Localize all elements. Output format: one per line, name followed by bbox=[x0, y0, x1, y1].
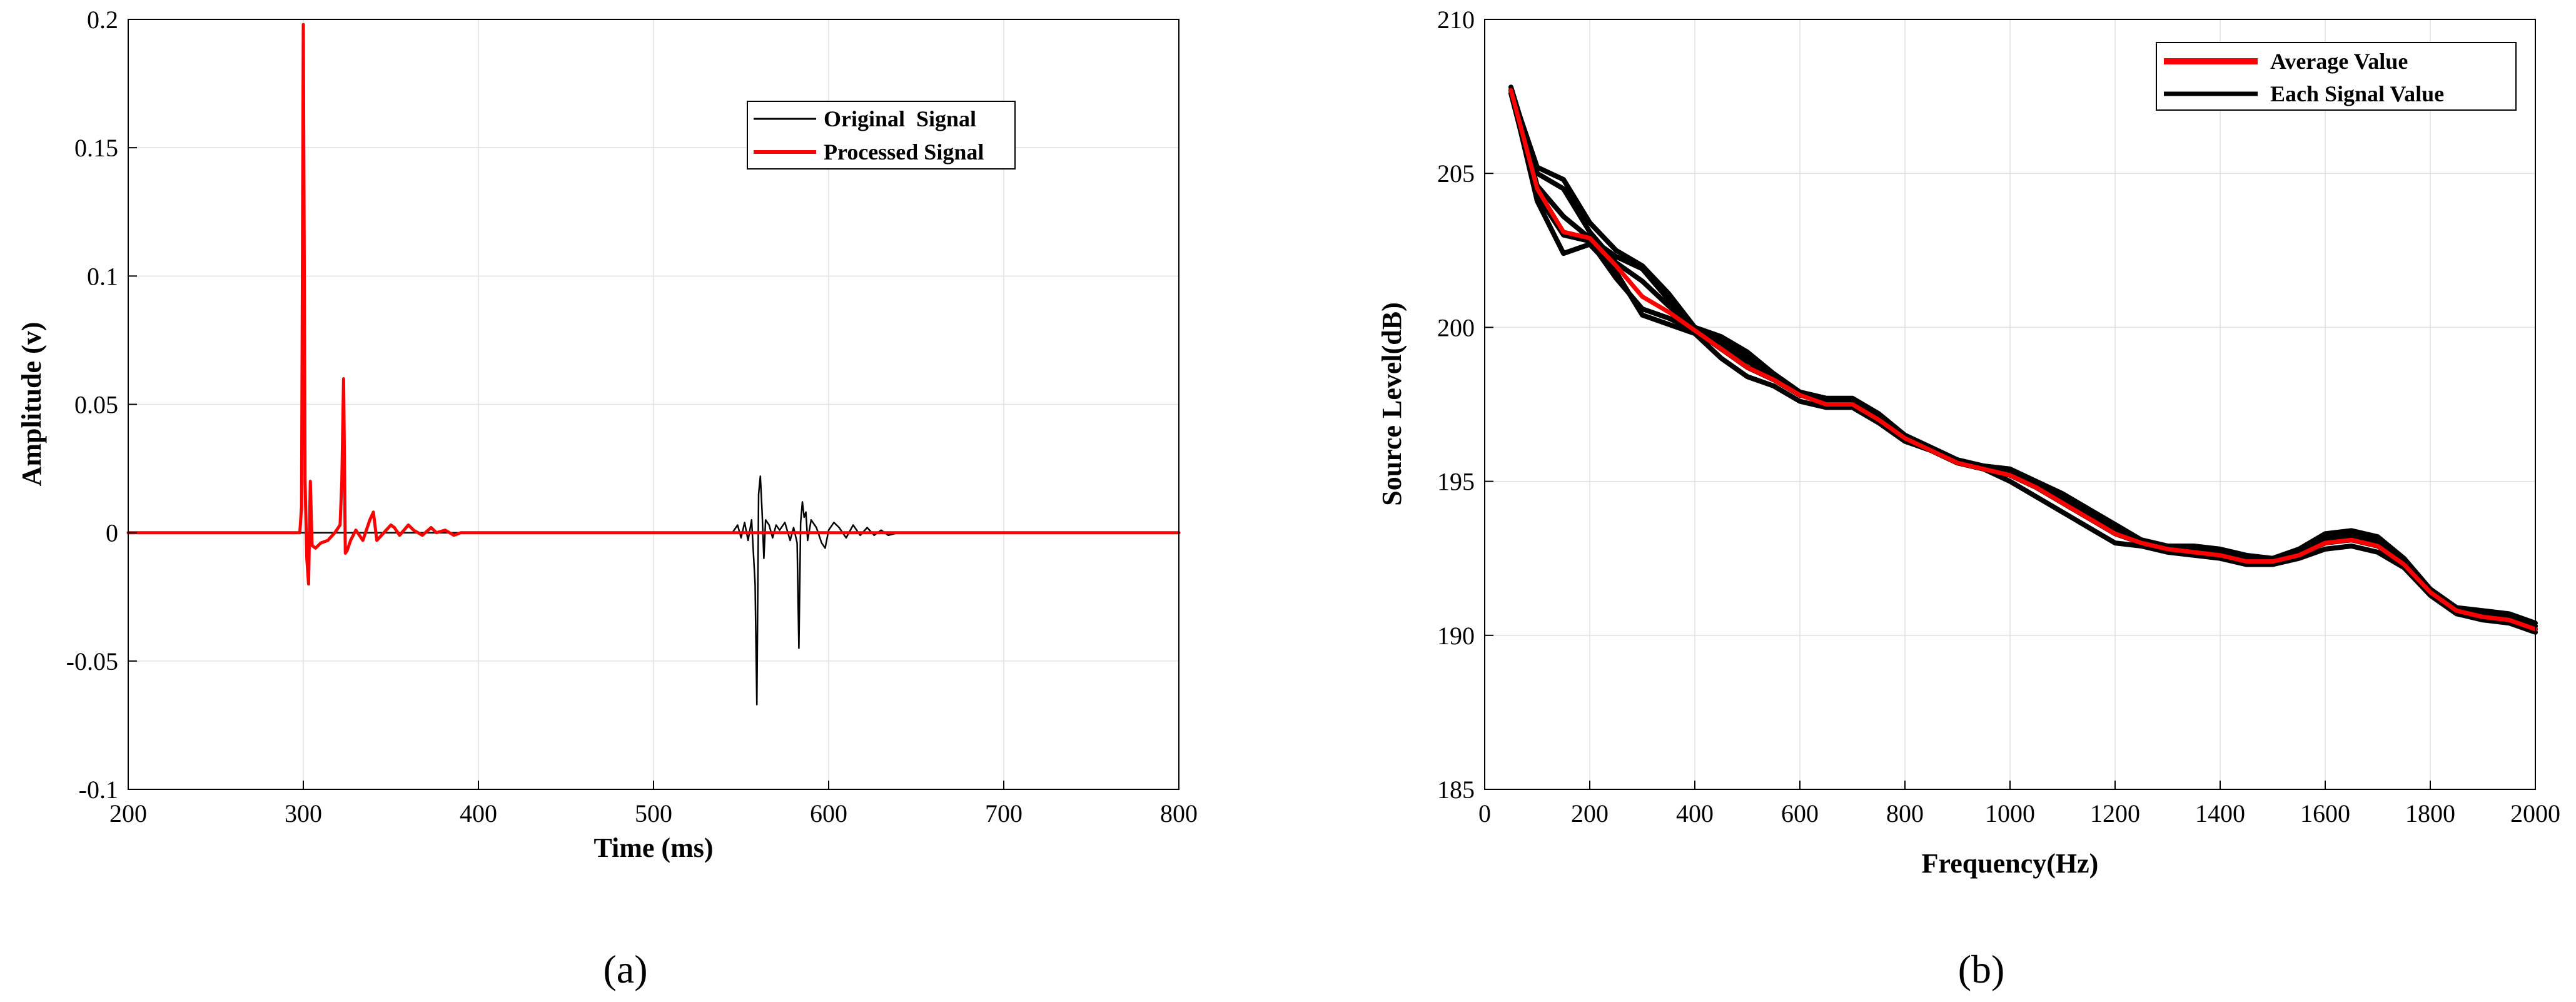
x-tick-label: 1200 bbox=[2090, 799, 2140, 827]
y-axis-label-b: Source Level(dB) bbox=[1376, 302, 1407, 506]
y-tick-label: 0 bbox=[106, 519, 118, 547]
caption-b: (b) bbox=[1958, 947, 2005, 991]
x-axis-label-a: Time (ms) bbox=[593, 832, 713, 863]
x-tick-label: 800 bbox=[1886, 799, 1924, 827]
y-tick-label: 0.2 bbox=[87, 6, 118, 34]
series-line-each-signal-value bbox=[1508, 88, 2538, 635]
x-tick-label: 700 bbox=[985, 799, 1023, 827]
y-tick-label: 200 bbox=[1437, 313, 1475, 342]
x-axis-label-b: Frequency(Hz) bbox=[1922, 848, 2099, 879]
legend-box-b bbox=[2156, 42, 2517, 111]
x-tick-label: 1800 bbox=[2405, 799, 2455, 827]
x-tick-label: 1000 bbox=[1985, 799, 2035, 827]
legend-a: Original Signal Processed Signal bbox=[747, 101, 1016, 170]
y-tick-label: -0.05 bbox=[66, 647, 118, 676]
legend-label-each: Each Signal Value bbox=[2270, 81, 2444, 106]
x-tick-label: 400 bbox=[460, 799, 497, 827]
x-tick-label: 600 bbox=[810, 799, 847, 827]
series-line-processed-signal bbox=[126, 23, 1181, 586]
y-tick-label: -0.1 bbox=[79, 776, 118, 804]
y-tick-label: 185 bbox=[1437, 776, 1475, 804]
legend-label-processed: Processed Signal bbox=[824, 139, 984, 164]
x-tick-label: 500 bbox=[635, 799, 672, 827]
x-tick-label: 1400 bbox=[2195, 799, 2245, 827]
y-tick-label: 190 bbox=[1437, 622, 1475, 650]
legend-label-average: Average Value bbox=[2270, 49, 2408, 74]
x-tick-label: 0 bbox=[1478, 799, 1491, 827]
caption-a: (a) bbox=[603, 947, 647, 991]
ticks-a: 200 300 400 500 600 700 800 -0.1 -0.05 0 0.05 0.1 0.… bbox=[66, 6, 1198, 827]
legend-label-original: Original Signal bbox=[824, 106, 976, 131]
series-line-each-signal-value bbox=[1508, 88, 2538, 632]
y-tick-label: 0.15 bbox=[74, 134, 118, 162]
y-tick-label: 205 bbox=[1437, 159, 1475, 188]
legend-b: Average Value Each Signal Value bbox=[2156, 42, 2517, 111]
x-tick-label: 800 bbox=[1160, 799, 1198, 827]
y-tick-label: 195 bbox=[1437, 468, 1475, 496]
y-tick-label: 0.1 bbox=[87, 262, 118, 290]
x-tick-label: 200 bbox=[109, 799, 147, 827]
y-tick-label: 0.05 bbox=[74, 391, 118, 419]
panel-b: 0 200 400 600 800 1000 1200 1400 1600 1800 2000 185… bbox=[1376, 6, 2560, 991]
y-axis-label-a: Amplitude (v) bbox=[16, 322, 47, 487]
series-line-average-value bbox=[1508, 88, 2538, 632]
x-tick-label: 1600 bbox=[2300, 799, 2350, 827]
series-group-a bbox=[126, 23, 1181, 706]
legend-box-a bbox=[747, 101, 1016, 170]
ticks-b: 0 200 400 600 800 1000 1200 1400 1600 1800 2000 185… bbox=[1437, 6, 2560, 827]
x-tick-label: 600 bbox=[1781, 799, 1819, 827]
x-tick-label: 400 bbox=[1676, 799, 1714, 827]
y-tick-label: 210 bbox=[1437, 6, 1475, 34]
x-tick-label: 200 bbox=[1571, 799, 1609, 827]
x-tick-label: 300 bbox=[285, 799, 322, 827]
panel-a: 200 300 400 500 600 700 800 -0.1 -0.05 0 0.05 0.1 0.… bbox=[16, 6, 1198, 991]
x-tick-label: 2000 bbox=[2510, 799, 2560, 827]
series-line-original-signal bbox=[127, 475, 1180, 706]
series-group-b bbox=[1508, 84, 2538, 635]
